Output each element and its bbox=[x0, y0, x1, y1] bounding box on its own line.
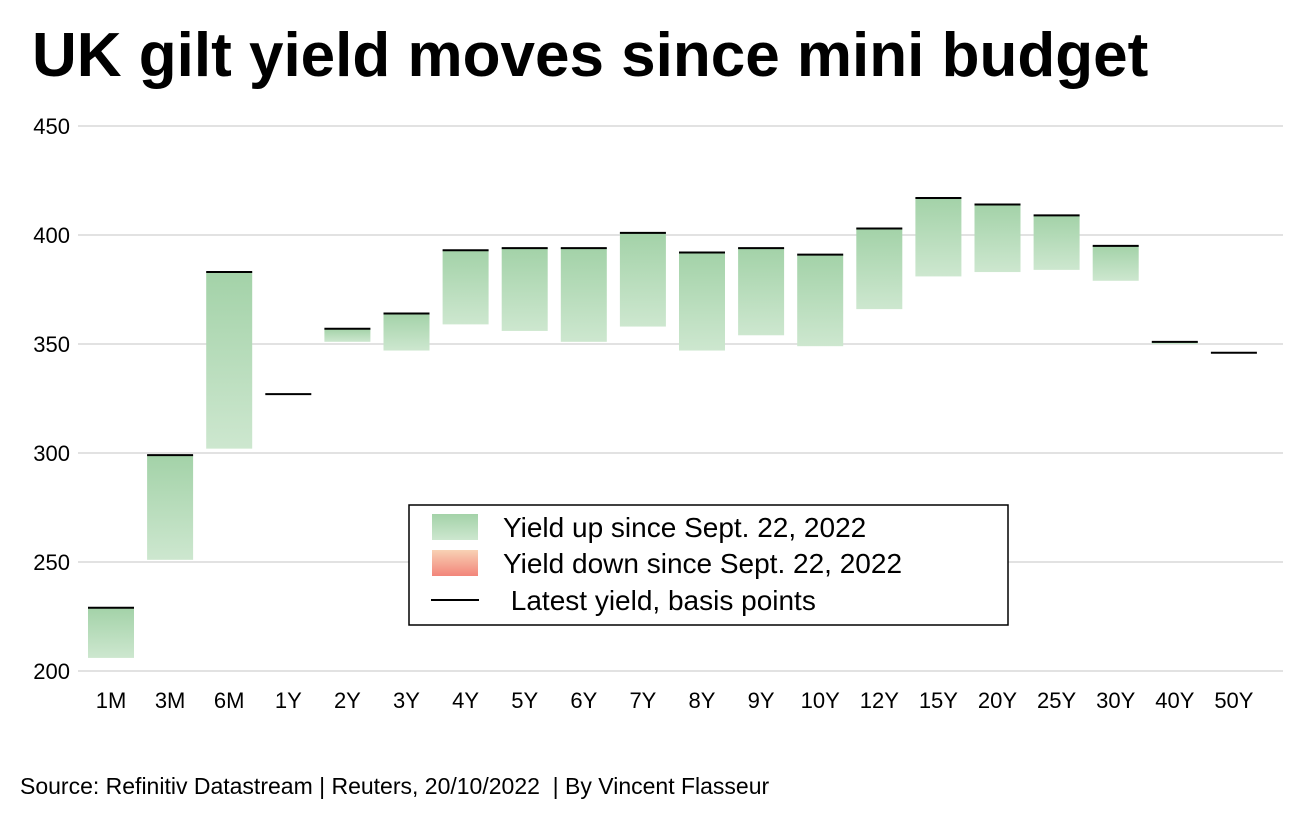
bar-3y bbox=[383, 313, 430, 351]
latest-yield-markers bbox=[88, 196, 1257, 609]
x-tick-label: 10Y bbox=[801, 688, 840, 713]
bar-25y bbox=[1033, 215, 1080, 270]
bar-3m bbox=[147, 455, 194, 560]
bar-5y bbox=[501, 248, 548, 331]
x-tick-label: 5Y bbox=[511, 688, 538, 713]
bars bbox=[88, 197, 1198, 658]
x-tick-label: 7Y bbox=[629, 688, 656, 713]
x-tick-label: 1M bbox=[96, 688, 127, 713]
x-tick-label: 4Y bbox=[452, 688, 479, 713]
source-note: Source: Refinitiv Datastream | Reuters, … bbox=[20, 773, 770, 799]
bar-6y bbox=[560, 248, 607, 342]
bar-8y bbox=[679, 252, 725, 351]
bar-20y bbox=[974, 204, 1021, 273]
x-tick-label: 20Y bbox=[978, 688, 1017, 713]
x-tick-label: 2Y bbox=[334, 688, 361, 713]
x-tick-label: 3M bbox=[155, 688, 186, 713]
x-tick-label: 6Y bbox=[570, 688, 597, 713]
x-tick-label: 25Y bbox=[1037, 688, 1076, 713]
legend-swatch-up bbox=[432, 514, 478, 540]
bar-6m bbox=[206, 272, 253, 449]
x-tick-label: 8Y bbox=[689, 688, 716, 713]
bar-12y bbox=[856, 228, 903, 310]
y-tick-label: 300 bbox=[33, 441, 70, 466]
y-tick-label: 250 bbox=[33, 550, 70, 575]
chart-area: 200 250 300 350 400 450 1M 3M 6M 1Y 2Y 3Y 4Y 5Y 6Y 7Y 8… bbox=[33, 114, 1283, 713]
bar-2y bbox=[324, 328, 371, 342]
x-tick-label: 15Y bbox=[919, 688, 958, 713]
bar-15y bbox=[915, 197, 962, 277]
bar-7y bbox=[619, 232, 666, 327]
x-tick-label: 50Y bbox=[1214, 688, 1253, 713]
x-axis-ticks: 1M 3M 6M 1Y 2Y 3Y 4Y 5Y 6Y 7Y 8Y 9Y 10Y 12Y 15Y 20Y 25Y 3… bbox=[96, 688, 1254, 713]
bar-4y bbox=[442, 250, 489, 325]
legend-box bbox=[408, 504, 1009, 626]
x-tick-label: 1Y bbox=[275, 688, 302, 713]
x-tick-label: 40Y bbox=[1155, 688, 1194, 713]
x-tick-label: 9Y bbox=[748, 688, 775, 713]
x-tick-label: 3Y bbox=[393, 688, 420, 713]
bar-30y bbox=[1092, 245, 1139, 281]
y-tick-label: 200 bbox=[33, 659, 70, 684]
bar-40y bbox=[1151, 341, 1198, 344]
legend-label-latest: Latest yield, basis points bbox=[503, 585, 816, 616]
bar-10y bbox=[797, 254, 844, 347]
y-tick-label: 350 bbox=[33, 332, 70, 357]
y-tick-label: 450 bbox=[33, 114, 70, 139]
bar-1m bbox=[88, 607, 134, 658]
x-tick-label: 12Y bbox=[860, 688, 899, 713]
y-tick-label: 400 bbox=[33, 223, 70, 248]
legend: Yield up since Sept. 22, 2022 Yield down … bbox=[408, 504, 1009, 626]
legend-label-up: Yield up since Sept. 22, 2022 bbox=[503, 512, 866, 543]
y-axis-ticks: 200 250 300 350 400 450 bbox=[33, 114, 70, 684]
legend-label-down: Yield down since Sept. 22, 2022 bbox=[503, 548, 902, 579]
chart-title: UK gilt yield moves since mini budget bbox=[32, 21, 1149, 90]
x-tick-label: 6M bbox=[214, 688, 245, 713]
legend-swatch-down bbox=[432, 550, 478, 576]
x-tick-label: 30Y bbox=[1096, 688, 1135, 713]
bar-9y bbox=[738, 248, 785, 336]
